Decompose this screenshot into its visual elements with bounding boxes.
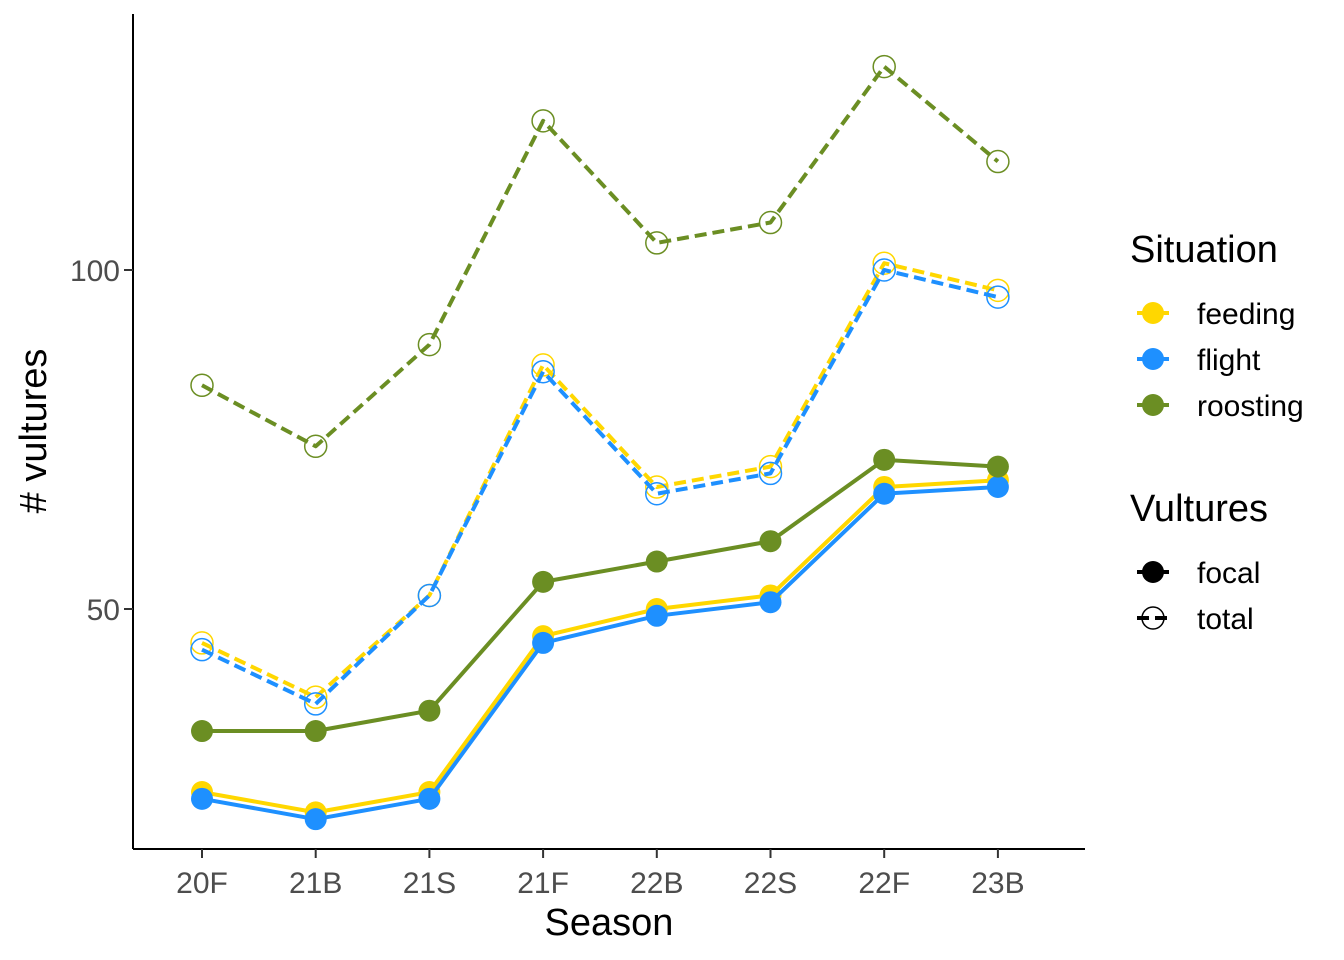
data-point-flight-total xyxy=(531,359,555,384)
series-line-feeding-total xyxy=(201,261,999,700)
legend-key-point-flight xyxy=(1142,348,1164,370)
legend-key-point-feeding xyxy=(1142,302,1164,324)
series-line-feeding-focal xyxy=(201,478,999,815)
legend-label-focal: focal xyxy=(1197,557,1260,590)
data-point-roosting-total xyxy=(190,373,214,398)
y-tick-label: 100 xyxy=(70,255,120,288)
data-point-feeding-total xyxy=(190,631,214,655)
data-point-flight-focal xyxy=(191,787,213,810)
data-point-roosting-total xyxy=(872,54,896,79)
x-tick-label: 21S xyxy=(403,867,456,900)
x-tick-label: 20F xyxy=(176,867,228,900)
legend-label-total: total xyxy=(1197,603,1254,636)
data-point-flight-focal xyxy=(759,591,782,614)
data-point-feeding-total xyxy=(645,475,669,499)
x-tick-label: 23B xyxy=(971,867,1024,900)
data-point-flight-total xyxy=(645,481,669,506)
data-point-roosting-total xyxy=(303,434,328,459)
x-tick-label: 21F xyxy=(517,867,569,900)
legend: Situation feeding flight roosting Vultures fo… xyxy=(1130,229,1304,636)
axis-ticks: 20F 21B 21S 21F 22B 22S 22F 23B 50 100 xyxy=(70,255,1025,900)
legend-title-situation: Situation xyxy=(1130,229,1278,271)
data-point-flight-focal xyxy=(532,631,555,654)
data-point-roosting-total xyxy=(758,210,783,235)
y-axis-title: # vultures xyxy=(13,349,55,514)
x-tick-label: 22B xyxy=(630,867,683,900)
y-tick-label: 50 xyxy=(87,594,120,627)
data-point-roosting-total xyxy=(417,332,442,357)
legend-key-point-focal xyxy=(1142,561,1164,583)
series-line-roosting-total xyxy=(201,64,1000,449)
data-point-feeding-total xyxy=(872,251,896,275)
legend-label-flight: flight xyxy=(1197,344,1261,377)
data-point-flight-total xyxy=(758,461,783,486)
legend-title-vultures: Vultures xyxy=(1130,488,1268,530)
data-point-roosting-focal xyxy=(304,720,327,743)
legend-label-roosting: roosting xyxy=(1197,390,1304,423)
data-series xyxy=(190,54,1010,831)
data-point-roosting-focal xyxy=(418,699,441,722)
data-point-roosting-focal xyxy=(532,570,555,593)
x-tick-label: 22S xyxy=(744,867,797,900)
data-point-flight-total xyxy=(417,583,442,608)
axes xyxy=(132,14,1085,850)
data-point-feeding-total xyxy=(986,278,1010,303)
legend-label-feeding: feeding xyxy=(1197,298,1295,331)
data-point-flight-focal xyxy=(986,475,1009,498)
legend-key-point-total xyxy=(1141,606,1165,630)
data-point-flight-total xyxy=(872,258,896,282)
data-point-roosting-total xyxy=(986,149,1010,174)
x-axis-title: Season xyxy=(545,902,674,944)
series-line-flight-total xyxy=(201,268,999,706)
data-point-roosting-focal xyxy=(759,530,782,553)
data-point-roosting-focal xyxy=(986,455,1009,478)
data-point-roosting-total xyxy=(531,109,555,133)
series-line-flight-focal xyxy=(201,485,999,822)
data-point-feeding-total xyxy=(758,454,783,479)
data-point-flight-focal xyxy=(418,787,441,810)
data-point-flight-total xyxy=(303,692,328,716)
series-line-roosting-focal xyxy=(202,457,999,733)
legend-key-point-roosting xyxy=(1142,394,1164,416)
x-tick-label: 21B xyxy=(289,867,342,900)
data-point-roosting-focal xyxy=(645,550,668,573)
x-tick-label: 22F xyxy=(858,867,910,900)
data-point-flight-focal xyxy=(304,808,327,831)
data-point-flight-total xyxy=(190,637,214,662)
data-point-roosting-total xyxy=(645,231,669,255)
data-point-flight-focal xyxy=(645,604,668,627)
data-point-flight-total xyxy=(986,285,1010,309)
data-point-flight-focal xyxy=(873,482,896,505)
data-point-roosting-focal xyxy=(191,720,213,743)
data-point-roosting-focal xyxy=(873,448,896,471)
